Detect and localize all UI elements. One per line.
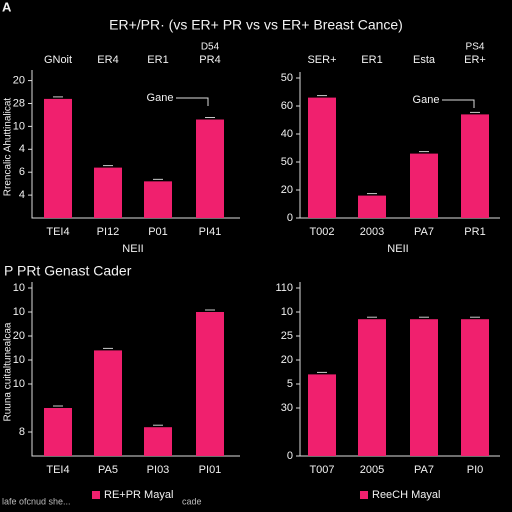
y-tick-label: 50	[281, 72, 293, 84]
bar	[44, 98, 72, 218]
column-header: Esta	[413, 54, 436, 66]
x-tick-label: PI12	[97, 226, 120, 238]
y-tick-label: 10	[13, 120, 25, 132]
footnote: cade	[182, 496, 202, 506]
y-tick-label: 50	[281, 156, 293, 168]
x-tick-label: T002	[309, 226, 334, 238]
y-axis-label: Rrencalic Ahuttinalicat	[3, 98, 14, 197]
x-tick-label: TEI4	[46, 226, 69, 238]
annotation-bracket	[442, 99, 475, 108]
bar	[44, 408, 72, 456]
bar	[196, 312, 224, 456]
x-axis-label: NEII	[387, 243, 408, 255]
panel-label: A	[2, 0, 12, 14]
bar	[308, 97, 336, 218]
y-tick-label: 20	[281, 184, 293, 196]
bar	[410, 153, 438, 218]
bar	[358, 195, 386, 218]
annotation: Gane	[147, 92, 174, 104]
column-header: PR4	[199, 54, 220, 66]
y-tick-label: 10	[281, 306, 293, 318]
x-tick-label: T007	[309, 464, 334, 476]
y-tick-label: 25	[281, 330, 293, 342]
y-tick-label: 4	[19, 189, 25, 201]
y-tick-label: 5	[287, 378, 293, 390]
column-header: ER4	[97, 54, 118, 66]
x-tick-label: PI0	[467, 464, 484, 476]
section-title: P PRt Genast Cader	[4, 263, 132, 279]
y-tick-label: 10	[13, 378, 25, 390]
y-tick-label: 10	[13, 306, 25, 318]
figure-title: ER+/PR· (vs ER+ PR vs vs ER+ Breast Canc…	[109, 17, 403, 33]
legend-label: RE+PR Mayal	[104, 489, 173, 501]
x-tick-label: PA5	[98, 464, 118, 476]
column-header: SER+	[307, 54, 336, 66]
x-tick-label: PR1	[464, 226, 485, 238]
y-tick-label: 8	[19, 426, 25, 438]
y-tick-label: 28	[13, 97, 25, 109]
annotation: Gane	[413, 94, 440, 106]
x-axis-label: NEII	[122, 243, 143, 255]
x-tick-label: PA7	[414, 464, 434, 476]
y-tick-label: 60	[281, 100, 293, 112]
x-tick-label: P01	[148, 226, 168, 238]
bar	[144, 181, 172, 218]
x-tick-label: PI01	[199, 464, 222, 476]
y-tick-label: 40	[281, 128, 293, 140]
y-tick-label: 20	[13, 330, 25, 342]
y-tick-label: 10	[13, 354, 25, 366]
x-tick-label: 2005	[360, 464, 384, 476]
column-header: GNoit	[44, 54, 72, 66]
y-tick-label: 110	[275, 282, 293, 294]
bar	[358, 319, 386, 456]
bar	[308, 374, 336, 456]
y-tick-label: 30	[281, 402, 293, 414]
bar	[94, 350, 122, 456]
bar	[410, 319, 438, 456]
y-tick-label: 10	[13, 282, 25, 294]
x-tick-label: PI41	[199, 226, 222, 238]
bar	[196, 119, 224, 218]
bar	[461, 114, 489, 218]
footnote: lafe ofcnud she...	[2, 496, 71, 506]
bar	[94, 167, 122, 218]
legend-swatch	[360, 491, 368, 499]
y-tick-label: 20	[281, 354, 293, 366]
y-tick-label: 20	[13, 74, 25, 86]
x-tick-label: TEI4	[46, 464, 69, 476]
x-tick-label: PA7	[414, 226, 434, 238]
x-tick-label: 2003	[360, 226, 384, 238]
y-tick-label: 0	[287, 212, 293, 224]
annotation-bracket	[176, 97, 209, 106]
header-note: D54	[201, 42, 220, 53]
column-header: ER1	[147, 54, 168, 66]
legend-swatch	[92, 491, 100, 499]
y-tick-label: 6	[19, 166, 25, 178]
bar	[461, 319, 489, 456]
legend-label: ReeCH Mayal	[372, 489, 440, 501]
column-header: ER+	[464, 54, 486, 66]
y-axis-label: Ruuna cuitaltunealcaa	[3, 322, 14, 421]
header-note: PS4	[466, 42, 485, 53]
y-tick-label: 4	[19, 143, 25, 155]
bar	[144, 427, 172, 456]
x-tick-label: PI03	[147, 464, 170, 476]
column-header: ER1	[361, 54, 382, 66]
y-tick-label: 0	[287, 450, 293, 462]
